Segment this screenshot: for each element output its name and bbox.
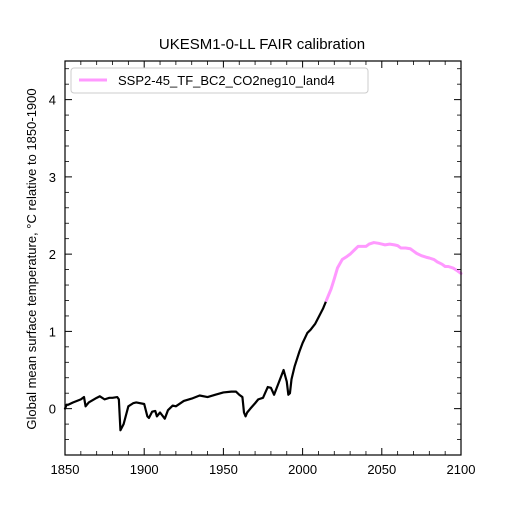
legend: SSP2-45_TF_BC2_CO2neg10_land4: [70, 67, 369, 94]
historical-line: [63, 299, 328, 432]
x-tick-label: 2100: [447, 462, 476, 477]
chart-title: UKESM1-0-LL FAIR calibration: [159, 36, 365, 53]
axis-ticks: 1850 1900 1950 2000 2050 2100 0 1 2 3 4: [49, 61, 476, 477]
x-tick-label: 1900: [130, 462, 159, 477]
y-tick-label: 0: [49, 402, 56, 417]
plot-frame: [64, 60, 462, 456]
y-tick-label: 3: [49, 170, 56, 185]
x-tick-label: 2050: [367, 462, 396, 477]
plot-lines: [63, 241, 463, 432]
x-tick-label: 2000: [288, 462, 317, 477]
y-axis-label: Global mean surface temperature, °C rela…: [24, 88, 39, 429]
x-tick-label: 1850: [51, 462, 80, 477]
y-tick-label: 2: [49, 247, 56, 262]
y-tick-label: 4: [49, 93, 56, 108]
y-tick-label: 1: [49, 324, 56, 339]
legend-box: [70, 67, 369, 94]
scenario-line: [324, 241, 463, 302]
x-tick-label: 1950: [209, 462, 238, 477]
legend-label: SSP2-45_TF_BC2_CO2neg10_land4: [118, 73, 335, 88]
